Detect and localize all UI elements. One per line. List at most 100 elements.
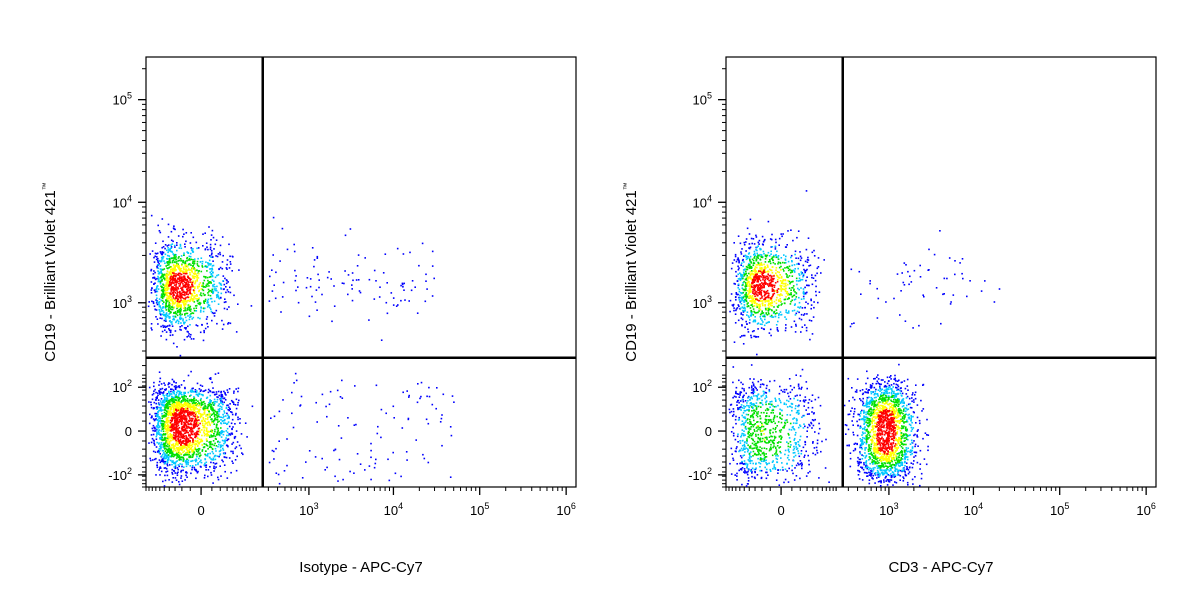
event-dot — [217, 440, 219, 443]
event-dot — [156, 266, 159, 269]
event-dot — [196, 425, 199, 428]
event-dot — [919, 276, 922, 278]
event-dot — [731, 453, 733, 455]
event-dot — [856, 420, 858, 423]
event-dot — [173, 404, 175, 407]
event-dot — [218, 268, 220, 270]
event-dot — [183, 293, 186, 295]
event-dot — [734, 322, 737, 324]
event-dot — [315, 289, 318, 291]
event-dot — [854, 390, 857, 393]
event-dot — [174, 292, 177, 294]
event-dot — [281, 296, 284, 298]
event-dot — [232, 401, 234, 404]
event-dot — [795, 325, 797, 327]
event-dot — [201, 413, 204, 416]
event-dot — [896, 384, 899, 386]
event-dot — [899, 392, 902, 395]
event-dot — [184, 307, 186, 309]
event-dot — [156, 318, 159, 320]
event-dot — [751, 389, 753, 391]
event-dot — [737, 304, 740, 306]
event-dot — [173, 272, 175, 275]
event-dot — [199, 452, 201, 454]
event-dot — [343, 282, 345, 285]
event-dot — [173, 282, 175, 284]
event-dot — [744, 470, 746, 472]
event-dot — [169, 270, 172, 273]
event-dot — [911, 452, 913, 455]
event-dot — [385, 412, 387, 415]
event-dot — [192, 424, 195, 426]
event-dot — [204, 420, 206, 423]
event-dot — [203, 446, 206, 448]
event-dot — [877, 480, 880, 483]
event-dot — [210, 239, 212, 241]
event-dot — [173, 396, 175, 399]
event-dot — [242, 453, 244, 456]
event-dot — [223, 410, 225, 412]
event-dot — [175, 273, 177, 275]
event-dot — [196, 264, 199, 267]
event-dot — [207, 303, 210, 306]
event-dot — [235, 388, 237, 390]
event-dot — [208, 456, 211, 459]
event-dot — [309, 285, 312, 288]
event-dot — [165, 313, 168, 315]
event-dot — [202, 390, 204, 393]
event-dot — [192, 402, 194, 405]
event-dot — [802, 295, 805, 298]
event-dot — [859, 444, 862, 446]
event-dot — [162, 400, 164, 403]
event-dot — [161, 317, 163, 320]
event-dot — [186, 307, 189, 310]
event-dot — [214, 243, 217, 246]
event-dot — [162, 392, 165, 394]
event-dot — [172, 297, 175, 299]
event-dot — [186, 290, 189, 292]
event-dot — [187, 252, 190, 254]
event-dot — [168, 382, 171, 385]
event-dot — [240, 447, 242, 450]
event-dot — [183, 278, 186, 280]
event-dot — [227, 291, 230, 293]
event-dot — [206, 246, 208, 248]
event-dot — [233, 392, 235, 394]
event-dot — [770, 334, 772, 337]
event-dot — [175, 285, 177, 287]
event-dot — [869, 472, 871, 474]
event-dot — [202, 426, 205, 429]
event-dot — [212, 401, 215, 403]
event-dot — [163, 411, 166, 414]
event-dot — [856, 460, 859, 463]
event-dot — [205, 284, 207, 287]
event-dot — [420, 395, 422, 398]
event-dot — [207, 448, 209, 450]
event-dot — [183, 421, 185, 424]
event-dot — [165, 318, 167, 321]
event-dot — [207, 416, 209, 419]
event-dot — [183, 304, 185, 306]
event-dot — [175, 442, 178, 444]
event-dot — [179, 245, 182, 247]
event-dot — [169, 278, 172, 280]
event-dot — [174, 449, 177, 452]
event-dot — [219, 408, 221, 410]
event-dot — [190, 412, 193, 415]
event-dot — [316, 257, 319, 259]
event-dot — [225, 291, 227, 294]
event-dot — [862, 402, 865, 404]
event-dot — [156, 425, 158, 427]
event-dot — [888, 481, 891, 483]
event-dot — [186, 407, 189, 410]
event-dot — [733, 341, 736, 343]
event-dot — [729, 299, 732, 302]
event-dot — [768, 332, 771, 334]
event-dot — [182, 460, 185, 462]
event-dot — [402, 391, 404, 394]
event-dot — [160, 398, 163, 400]
event-dot — [184, 399, 187, 401]
event-dot — [181, 263, 183, 266]
event-dot — [798, 463, 800, 466]
event-dot — [741, 483, 743, 486]
